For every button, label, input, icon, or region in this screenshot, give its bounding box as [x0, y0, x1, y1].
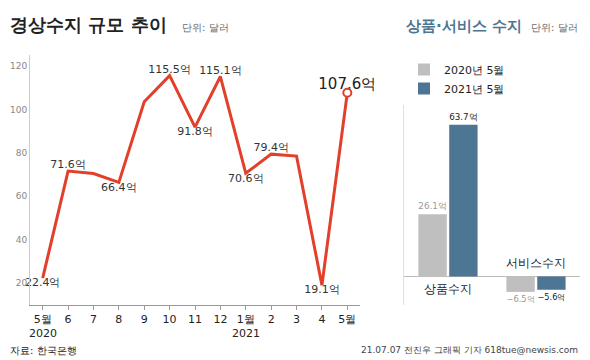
svg-text:단위: 달러: 단위: 달러	[182, 22, 229, 33]
svg-text:115.1억: 115.1억	[199, 64, 242, 77]
svg-text:10: 10	[163, 313, 177, 326]
svg-text:19.1억: 19.1억	[304, 283, 340, 296]
svg-text:6: 6	[65, 313, 72, 326]
svg-text:−6.5억: −6.5억	[507, 294, 535, 304]
svg-text:5월: 5월	[34, 313, 52, 326]
svg-text:66.4억: 66.4억	[101, 181, 137, 194]
svg-text:80: 80	[16, 148, 28, 158]
svg-text:11: 11	[188, 313, 202, 326]
svg-text:7: 7	[90, 313, 97, 326]
svg-text:−5.6억: −5.6억	[537, 292, 565, 302]
svg-text:2021: 2021	[232, 327, 260, 340]
svg-text:단위: 달러: 단위: 달러	[531, 22, 578, 33]
svg-text:1월: 1월	[237, 313, 255, 326]
svg-text:22.4억: 22.4억	[25, 276, 61, 289]
svg-text:26.1억: 26.1억	[418, 201, 447, 211]
svg-text:2020년 5월: 2020년 5월	[444, 64, 505, 77]
svg-text:서비스수지: 서비스수지	[506, 256, 566, 270]
svg-text:경상수지 규모 추이: 경상수지 규모 추이	[10, 14, 167, 35]
svg-text:20: 20	[16, 278, 28, 288]
svg-text:자료: 한국은행: 자료: 한국은행	[10, 345, 77, 356]
svg-text:71.6억: 71.6억	[50, 158, 86, 171]
svg-text:상품수지: 상품수지	[424, 282, 472, 296]
svg-text:115.5억: 115.5억	[148, 63, 191, 76]
svg-text:3: 3	[293, 313, 300, 326]
svg-text:2020: 2020	[29, 327, 57, 340]
svg-text:63.7억: 63.7억	[449, 112, 478, 122]
svg-text:40: 40	[16, 235, 28, 245]
svg-text:70.6억: 70.6억	[228, 172, 264, 185]
svg-text:5월: 5월	[338, 313, 356, 326]
svg-text:60: 60	[16, 191, 28, 201]
svg-text:4: 4	[318, 313, 325, 326]
svg-text:91.8억: 91.8억	[177, 125, 213, 138]
svg-text:2021년 5월: 2021년 5월	[444, 83, 505, 96]
svg-text:21.07.07 전진우 그래픽 기자 618tue@new: 21.07.07 전진우 그래픽 기자 618tue@newsis.com	[361, 345, 578, 355]
svg-text:107.6억: 107.6억	[318, 75, 376, 93]
svg-text:12: 12	[213, 313, 227, 326]
svg-text:8: 8	[115, 313, 122, 326]
svg-text:100: 100	[10, 105, 27, 115]
svg-text:2: 2	[268, 313, 275, 326]
svg-text:120: 120	[10, 61, 27, 71]
svg-text:79.4억: 79.4억	[253, 141, 289, 154]
svg-text:상품·서비스 수지: 상품·서비스 수지	[406, 17, 522, 35]
svg-text:9: 9	[141, 313, 148, 326]
